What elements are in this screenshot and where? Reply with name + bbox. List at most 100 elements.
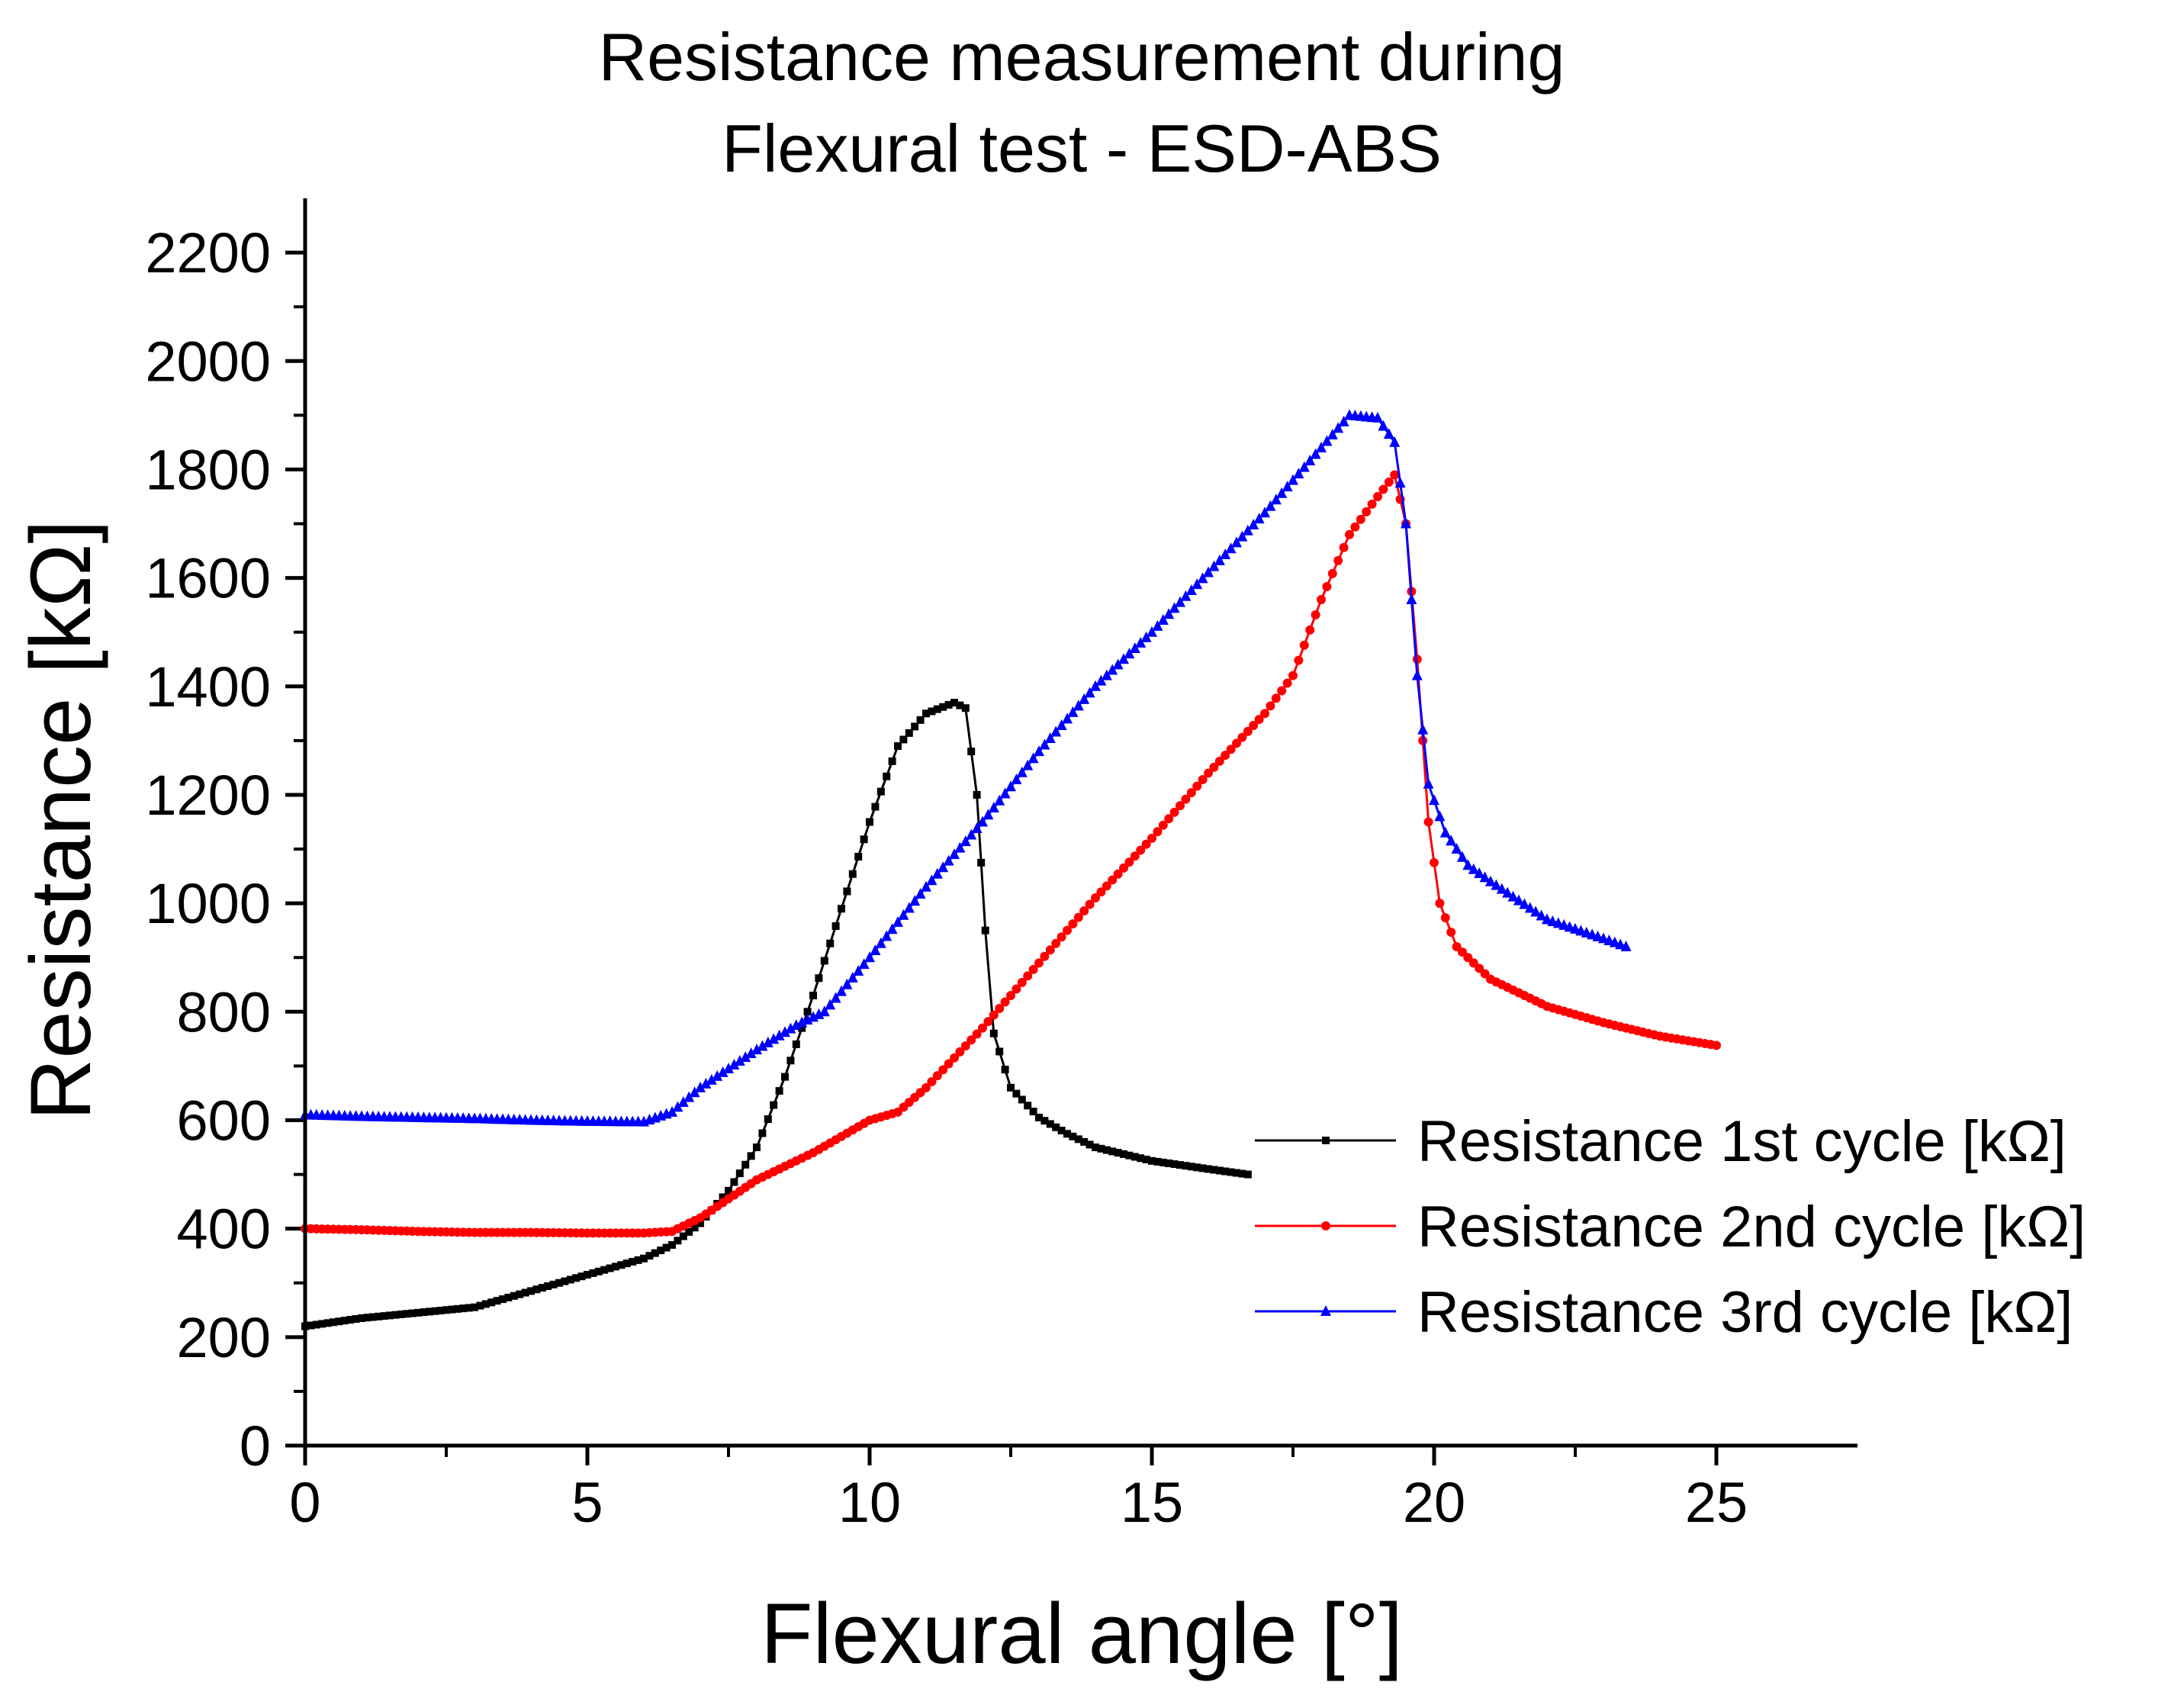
data-point [1311,610,1320,619]
data-point [1130,851,1140,861]
data-point [955,1047,965,1057]
data-point [1423,817,1433,827]
data-point [847,971,858,983]
data-point [689,1086,700,1098]
data-point [1423,777,1434,789]
data-point [1107,664,1118,675]
data-point [1225,542,1237,554]
data-point [386,1311,394,1320]
data-point [730,1178,738,1186]
data-point [634,1256,642,1264]
data-point [1170,1160,1179,1169]
data-point [312,1320,320,1329]
data-point [1457,851,1468,862]
data-point [538,1284,546,1292]
data-point [1265,500,1276,511]
data-point [555,1279,563,1287]
data-point [813,1008,825,1019]
data-point [471,1303,478,1311]
data-point [1254,715,1264,725]
data-point [1248,518,1259,529]
data-point [695,1081,706,1092]
data-point [775,1087,783,1095]
y-tick-label: 1600 [145,547,271,610]
data-point [1034,745,1044,757]
legend-swatch-marker [1321,1221,1330,1230]
data-point [363,1314,371,1322]
data-point [1406,593,1417,605]
data-point [960,835,971,847]
data-point [966,1035,976,1045]
data-point [1079,693,1090,704]
data-point [335,1317,343,1326]
data-point [1198,775,1208,785]
data-point [1063,925,1072,935]
x-tick-label: 0 [289,1471,320,1534]
data-point [981,926,989,934]
data-point [894,741,902,750]
data-point [967,748,976,756]
data-point [1209,762,1219,772]
series-3 [300,409,1632,1127]
data-point [809,991,817,999]
data-point [740,1051,751,1063]
data-point [1367,499,1377,509]
data-point [1530,905,1542,917]
data-point [944,700,953,709]
data-point [848,870,857,878]
data-point [989,1029,998,1037]
data-point [1050,725,1062,737]
data-point [954,841,966,853]
data-point [1282,678,1292,688]
y-tick-label: 1200 [145,764,271,827]
data-point [1017,977,1027,987]
data-point [1090,680,1101,691]
data-point [1491,879,1502,890]
x-tick-label: 25 [1685,1471,1748,1534]
data-point [1113,869,1123,879]
data-point [1243,1170,1252,1179]
data-point [1458,947,1467,957]
data-point [1293,468,1304,479]
data-point [674,1237,682,1245]
data-point [622,1259,631,1268]
data-point [1226,745,1236,754]
data-point [999,787,1011,799]
data-point [1253,513,1265,524]
data-point [1507,890,1519,902]
data-point [1305,625,1315,635]
data-point [1502,886,1513,898]
data-point [764,1115,772,1124]
series-1 [301,699,1252,1330]
data-point [1434,810,1446,822]
data-point [989,1010,999,1020]
y-tick-label: 200 [177,1306,271,1369]
data-point [1321,435,1333,446]
legend-item-1: Resistance 1st cycle [kΩ] [1255,1109,2066,1174]
data-point [876,787,885,796]
data-point [745,1047,757,1059]
data-point [1169,602,1180,613]
data-point [1288,474,1298,485]
data-point [481,1300,490,1308]
data-point [549,1280,558,1288]
data-point [938,861,949,873]
data-point [866,818,873,826]
data-point [1119,863,1128,873]
data-point [358,1314,365,1322]
data-point [1091,893,1100,903]
x-tick-label: 15 [1121,1471,1183,1534]
data-point [425,1308,433,1316]
data-point [1046,1120,1054,1128]
data-point [1356,514,1365,524]
data-point [1468,958,1478,968]
data-point [1029,1108,1037,1116]
data-point [368,1313,377,1321]
data-point [1159,1158,1167,1166]
data-point [657,1246,665,1255]
data-point [1475,963,1484,973]
data-point [977,815,988,827]
data-point [1266,701,1275,711]
data-point [928,707,936,716]
